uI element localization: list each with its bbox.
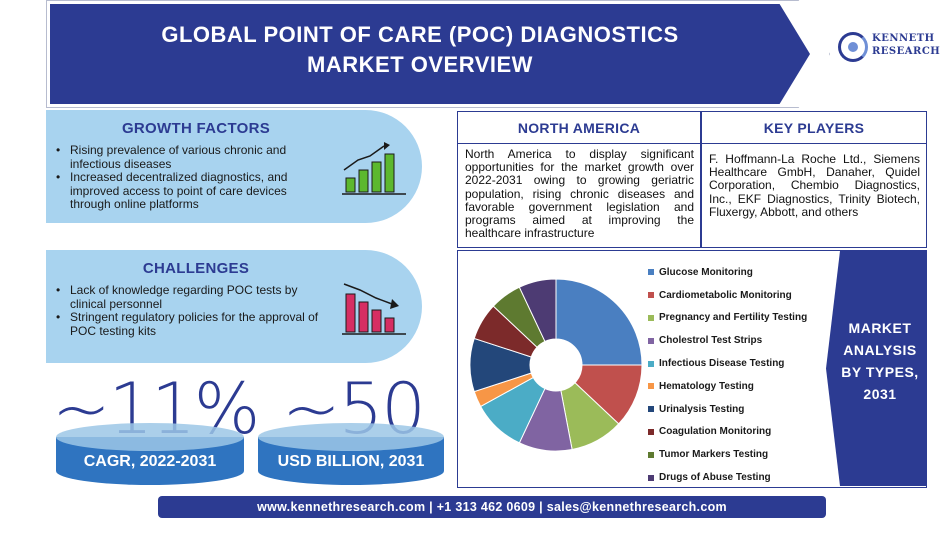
legend-item: Glucose Monitoring: [648, 261, 826, 284]
key-players-text: F. Hoffmann-La Roche Ltd., Siemens Healt…: [709, 152, 920, 219]
challenges-heading: CHALLENGES: [142, 260, 250, 277]
legend-item: Drugs of Abuse Testing: [648, 466, 826, 489]
north-america-heading: NORTH AMERICA: [458, 112, 700, 144]
growth-factors-heading: GROWTH FACTORS: [121, 120, 271, 137]
challenges-card: CHALLENGES Lack of knowledge regarding P…: [46, 250, 422, 363]
growth-factors-card: GROWTH FACTORS Rising prevalence of vari…: [46, 110, 422, 223]
title-banner: [50, 4, 810, 104]
disc-top: [56, 423, 244, 451]
legend-swatch: [648, 406, 654, 413]
page-title-line1: GLOBAL POINT OF CARE (POC) DIAGNOSTICS: [161, 22, 679, 47]
market-size-label: USD BILLION, 2031: [277, 453, 425, 470]
legend-label: Drugs of Abuse Testing: [659, 472, 771, 484]
types-donut-chart: [469, 278, 643, 452]
legend-item: Hematology Testing: [648, 375, 826, 398]
rising-bar-chart-icon: [342, 142, 406, 195]
key-players-panel: KEY PLAYERS F. Hoffmann-La Roche Ltd., S…: [701, 111, 927, 248]
page-title: GLOBAL POINT OF CARE (POC) DIAGNOSTICS M…: [60, 20, 780, 80]
market-size-disc: USD BILLION, 2031: [258, 423, 444, 485]
legend-item: Infectious Disease Testing: [648, 352, 826, 375]
legend-label: Urinalysis Testing: [659, 403, 745, 415]
logo-line2: RESEARCH: [872, 46, 940, 57]
market-analysis-line3: BY TYPES,: [841, 364, 919, 380]
market-analysis-line1: MARKET: [848, 320, 912, 336]
legend-item: Cardiometabolic Monitoring: [648, 284, 826, 307]
legend-swatch: [648, 428, 654, 435]
donut-slice-0: [555, 278, 643, 366]
challenge-item: Stringent regulatory policies for the ap…: [54, 310, 322, 338]
legend-item: Pregnancy and Fertility Testing: [648, 307, 826, 330]
legend-swatch: [648, 383, 654, 390]
legend-label: Coagulation Monitoring: [659, 426, 772, 438]
legend-swatch: [648, 337, 654, 344]
legend-label: Cholestrol Test Strips: [659, 335, 763, 347]
market-analysis-line4: 2031: [863, 386, 897, 402]
legend-item: Coagulation Monitoring: [648, 421, 826, 444]
legend-swatch: [648, 314, 654, 321]
legend-label: Glucose Monitoring: [659, 266, 753, 278]
legend-label: Hematology Testing: [659, 380, 754, 392]
contact-footer: www.kennethresearch.com | +1 313 462 060…: [158, 496, 826, 518]
cagr-disc: CAGR, 2022-2031: [56, 423, 244, 485]
title-banner-outline: [46, 0, 830, 108]
market-analysis-line2: ANALYSIS: [843, 342, 917, 358]
company-logo: KENNETH RESEARCH: [838, 28, 940, 72]
legend-swatch: [648, 474, 654, 481]
legend-label: Tumor Markers Testing: [659, 449, 769, 461]
disc-top: [258, 423, 444, 451]
donut-slice-9: [518, 278, 557, 343]
growth-factor-item: Increased decentralized diagnostics, and…: [54, 170, 322, 212]
page-title-line2: MARKET OVERVIEW: [307, 52, 533, 77]
legend-swatch: [648, 451, 654, 458]
market-analysis-title: MARKET ANALYSIS BY TYPES, 2031: [834, 317, 926, 405]
legend-item: Urinalysis Testing: [648, 398, 826, 421]
growth-factor-item: Rising prevalence of various chronic and…: [54, 143, 322, 171]
north-america-text: North America to display significant opp…: [465, 147, 694, 241]
growth-factors-list: Rising prevalence of various chronic and…: [54, 143, 322, 212]
legend-item: Tumor Markers Testing: [648, 443, 826, 466]
market-analysis-banner: [826, 251, 926, 486]
kenneth-research-logo-icon: [838, 32, 868, 62]
challenge-item: Lack of knowledge regarding POC tests by…: [54, 283, 322, 311]
legend-item: Cholestrol Test Strips: [648, 329, 826, 352]
legend-swatch: [648, 269, 654, 276]
legend-swatch: [648, 292, 654, 299]
legend-label: Pregnancy and Fertility Testing: [659, 312, 808, 324]
types-legend: Glucose Monitoring Cardiometabolic Monito…: [648, 261, 826, 489]
key-players-heading: KEY PLAYERS: [702, 112, 926, 144]
legend-swatch: [648, 360, 654, 367]
cagr-label: CAGR, 2022-2031: [83, 453, 217, 470]
market-types-panel: Glucose Monitoring Cardiometabolic Monito…: [457, 250, 927, 488]
legend-label: Cardiometabolic Monitoring: [659, 289, 792, 301]
challenges-list: Lack of knowledge regarding POC tests by…: [54, 283, 322, 338]
logo-line1: KENNETH: [872, 33, 935, 44]
north-america-panel: NORTH AMERICA North America to display s…: [457, 111, 701, 248]
logo-text: KENNETH RESEARCH: [872, 32, 940, 58]
falling-bar-chart-icon: [342, 283, 406, 335]
legend-label: Infectious Disease Testing: [659, 358, 785, 370]
